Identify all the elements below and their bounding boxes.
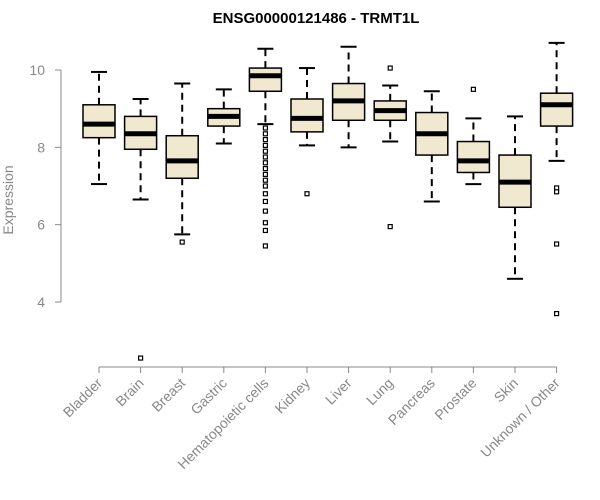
x-tick-label: Prostate [431,375,479,423]
outlier-point [262,227,268,234]
outlier-point [262,243,268,249]
outlier-point [262,142,268,148]
outlier-point [262,125,268,131]
outlier-point [138,355,144,361]
outlier-point [262,166,268,172]
box-11 [539,41,574,317]
outlier-point [387,65,393,71]
box-3 [207,88,241,145]
box-2 [165,82,199,245]
outlier-point [179,239,185,245]
y-axis: 4 6 8 10 [29,62,62,310]
x-tick-label: Breast [148,375,188,415]
outlier-point [262,177,268,183]
outlier-point [262,208,268,214]
x-tick-label: Bladder [60,375,106,421]
box-iqr [165,134,199,180]
box-iqr [456,140,491,174]
x-tick-label: Brain [112,375,146,409]
box-9 [456,86,491,186]
x-tick-label: Skin [491,375,522,406]
outlier-point [262,154,268,160]
box-4 [248,47,283,249]
outlier-point [304,191,310,197]
box-iqr [82,104,116,139]
box-iqr [290,98,324,133]
outlier-point [262,131,268,137]
x-tick-label: Liver [322,375,355,408]
outlier-point [262,198,268,205]
y-axis-label: Expression [0,165,16,234]
boxes-group [82,41,574,361]
outlier-point [262,160,268,166]
box-iqr [539,92,574,127]
y-tick-label: 10 [29,62,45,78]
box-8 [415,90,449,203]
box-0 [82,70,116,186]
outlier-point [262,191,268,197]
chart-title: ENSG00000121486 - TRMT1L [213,10,420,27]
box-6 [331,45,366,149]
x-tick-label: Lung [363,375,396,408]
outlier-point [262,183,268,189]
outlier-point [470,86,476,92]
outlier-point [262,137,268,143]
outlier-point [553,189,560,195]
y-tick-label: 8 [37,139,45,155]
y-tick-label: 6 [37,217,45,233]
outlier-point [553,311,560,317]
box-1 [123,98,158,361]
x-tick-label: Kidney [272,375,314,417]
outlier-point [262,171,268,177]
box-10 [498,115,532,280]
outlier-point [262,220,268,226]
outlier-point [387,224,393,230]
box-iqr [248,67,283,93]
outlier-point [553,241,560,247]
box-5 [290,67,324,197]
outlier-point [262,148,268,154]
y-tick-label: 4 [37,294,45,310]
box-7 [373,65,407,230]
x-tick-label: Unknown / Other [477,375,563,461]
